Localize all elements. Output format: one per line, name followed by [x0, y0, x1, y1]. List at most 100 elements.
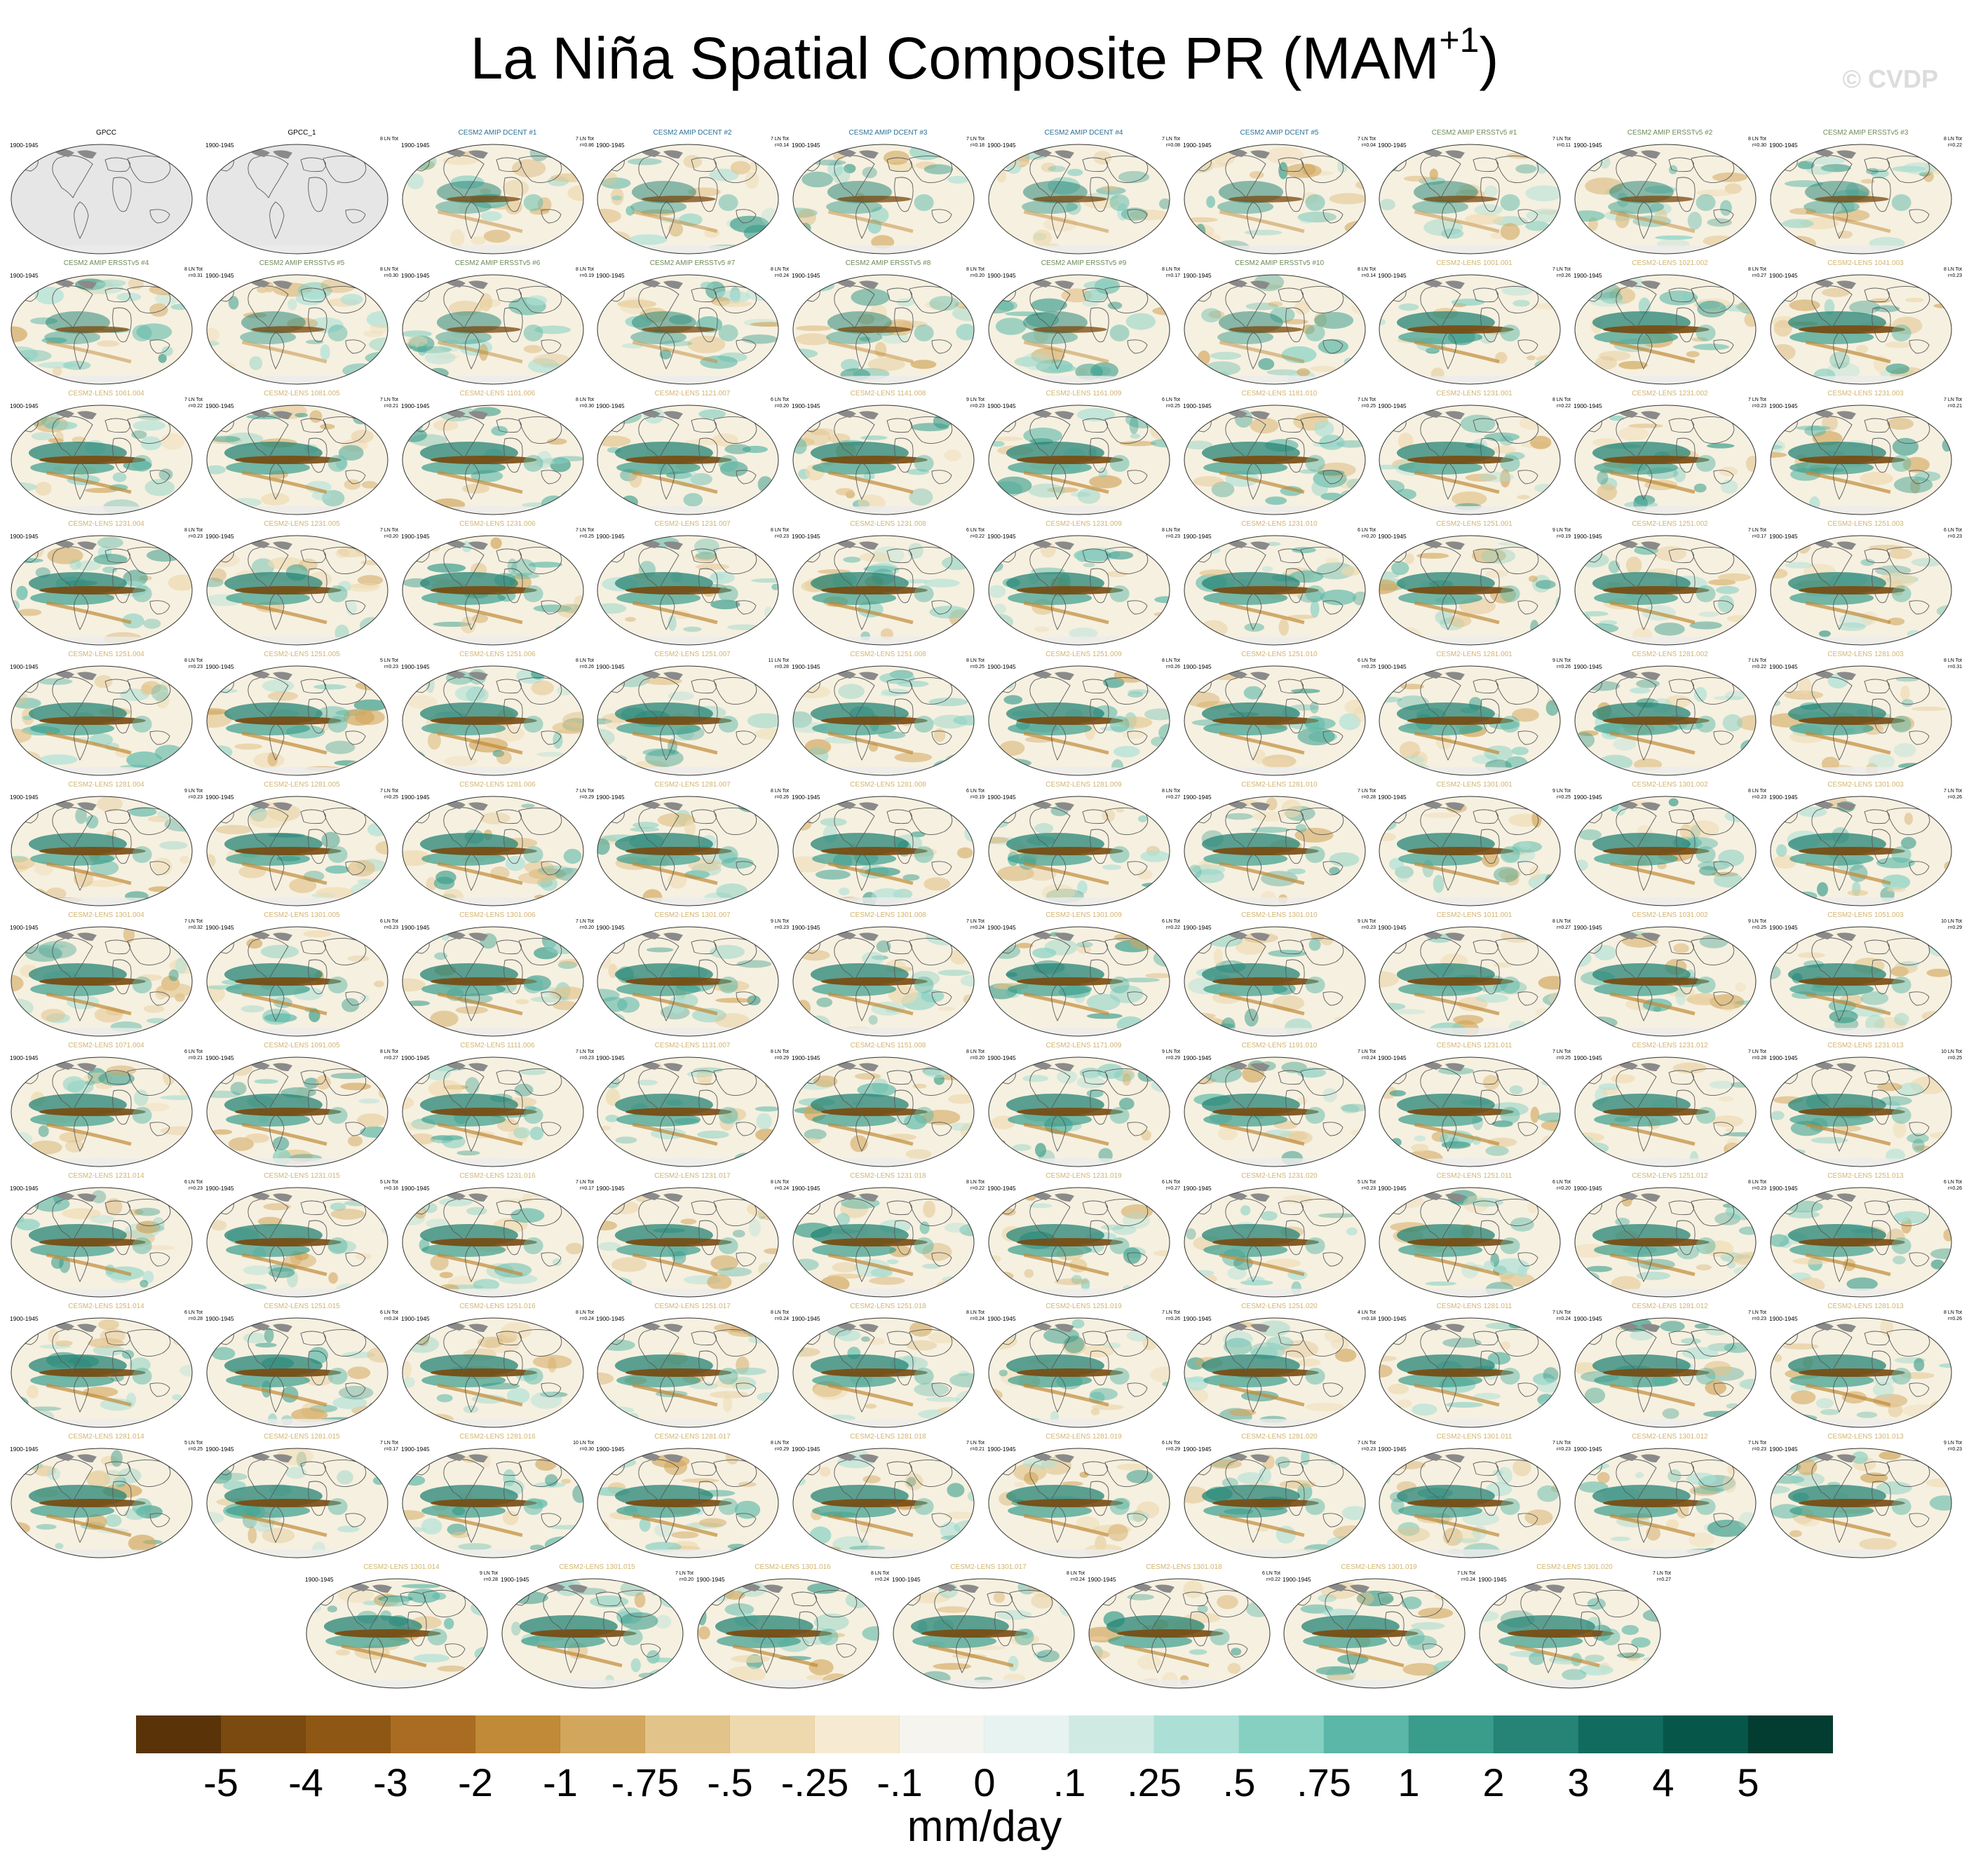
- panel-period: 1900-1945: [1378, 1446, 1407, 1453]
- panel-title: CESM2-LENS 1281.013: [1827, 1303, 1904, 1310]
- panel-count-label: 6 LN Tot: [1552, 1180, 1571, 1185]
- panel-title: CESM2-LENS 1231.019: [1046, 1172, 1122, 1180]
- colorbar-swatch: [1663, 1715, 1748, 1753]
- map-panel: CESM2-LENS 1301.007 1900-1945 9 LN Tot r=0.…: [595, 911, 790, 1043]
- panel-count-label: 7 LN Tot: [1552, 1310, 1571, 1315]
- panel-count-label: 8 LN Tot: [966, 658, 984, 663]
- precip-anomaly-map: [1770, 1317, 1952, 1428]
- panel-event-count: 7 LN Tot r=0.21: [1944, 397, 1962, 409]
- panel-count-label: 8 LN Tot: [380, 1049, 398, 1054]
- panel-count-label: 8 LN Tot: [1748, 1180, 1766, 1185]
- precip-anomaly-map: [11, 1448, 193, 1558]
- precip-anomaly-map: [988, 1448, 1170, 1558]
- panel-event-count: 9 LN Tot r=0.25: [1552, 788, 1571, 801]
- map-panel: CESM2-LENS 1301.011 1900-1945 7 LN Tot r=0.…: [1376, 1433, 1572, 1565]
- precip-anomaly-map: [11, 535, 193, 646]
- panel-period: 1900-1945: [1378, 533, 1407, 540]
- panel-period: 1900-1945: [1283, 1576, 1311, 1583]
- panel-pattern-correlation: r=0.29: [774, 1447, 789, 1452]
- map-panel: CESM2-LENS 1301.009 1900-1945 6 LN Tot r=0.…: [986, 911, 1182, 1043]
- precip-anomaly-map: [1770, 535, 1952, 646]
- panel-event-count: 8 LN Tot r=0.22: [1944, 136, 1962, 149]
- panel-count-label: 7 LN Tot: [1457, 1571, 1475, 1576]
- precip-anomaly-map: [402, 274, 584, 385]
- panel-period: 1900-1945: [1378, 1315, 1407, 1322]
- panel-count-label: 7 LN Tot: [1944, 789, 1962, 794]
- map-panel: CESM2-LENS 1251.015 1900-1945 6 LN Tot r=0.…: [204, 1303, 400, 1434]
- panel-pattern-correlation: r=0.19: [579, 273, 594, 278]
- panel-period: 1900-1945: [696, 1576, 725, 1583]
- precip-anomaly-map: [1770, 274, 1952, 385]
- map-panel: CESM2 AMIP DCENT #5 1900-1945 7 LN Tot r=0.…: [1182, 129, 1377, 261]
- panel-pattern-correlation: r=0.23: [774, 534, 789, 539]
- panel-period: 1900-1945: [401, 1315, 430, 1322]
- panel-period: 1900-1945: [205, 142, 234, 149]
- panel-pattern-correlation: r=0.25: [1361, 404, 1376, 409]
- panel-count-label: 8 LN Tot: [966, 1180, 984, 1185]
- panel-pattern-correlation: r=0.22: [1556, 404, 1571, 409]
- panel-title: CESM2 AMIP ERSSTv5 #8: [845, 259, 931, 267]
- panel-pattern-correlation: r=0.23: [384, 665, 398, 669]
- precip-anomaly-map: [206, 274, 388, 385]
- panel-title: CESM2-LENS 1091.005: [264, 1042, 340, 1049]
- panel-event-count: 8 LN Tot r=0.24: [1067, 1570, 1085, 1583]
- precip-anomaly-map: [11, 274, 193, 385]
- panel-title: CESM2-LENS 1251.007: [654, 651, 731, 658]
- panel-period: 1900-1945: [1378, 1054, 1407, 1061]
- panel-period: 1900-1945: [987, 533, 1016, 540]
- panel-title: CESM2-LENS 1051.003: [1827, 911, 1904, 919]
- precip-anomaly-map: [306, 1578, 488, 1689]
- panel-title: CESM2-LENS 1251.020: [1241, 1303, 1318, 1310]
- colorbar-tick-label: -3: [373, 1760, 408, 1804]
- precip-anomaly-map: [1574, 796, 1757, 906]
- panel-pattern-correlation: r=0.27: [1165, 795, 1180, 800]
- precip-anomaly-map: [597, 926, 779, 1037]
- map-panel: CESM2-LENS 1301.006 1900-1945 7 LN Tot r=0.…: [400, 911, 595, 1043]
- panel-grid: GPCC 1900-1945 GPCC_1 1900-1945 8 LN Tot CESM…: [8, 129, 1963, 1689]
- panel-period: 1900-1945: [987, 1446, 1016, 1453]
- panel-event-count: 9 LN Tot r=0.19: [1552, 527, 1571, 540]
- precip-anomaly-map: [1574, 405, 1757, 515]
- panel-count-label: 7 LN Tot: [1748, 1049, 1766, 1054]
- map-panel: CESM2-LENS 1301.015 1900-1945 7 LN Tot r=0.…: [499, 1563, 695, 1695]
- panel-period: 1900-1945: [401, 794, 430, 801]
- map-panel: CESM2-LENS 1281.017 1900-1945 8 LN Tot r=0.…: [595, 1433, 790, 1565]
- map-panel: CESM2 AMIP DCENT #3 1900-1945 7 LN Tot r=0.…: [790, 129, 986, 261]
- panel-title: CESM2 AMIP ERSSTv5 #6: [454, 259, 541, 267]
- panel-title: CESM2-LENS 1301.008: [850, 911, 926, 919]
- panel-title: CESM2-LENS 1251.017: [654, 1303, 731, 1310]
- map-panel: CESM2-LENS 1131.007 1900-1945 8 LN Tot r=0.…: [595, 1042, 790, 1174]
- panel-period: 1900-1945: [1769, 663, 1798, 670]
- map-panel: CESM2-LENS 1231.020 1900-1945 5 LN Tot r=0.…: [1182, 1172, 1377, 1304]
- panel-event-count: 8 LN Tot r=0.23: [1748, 788, 1766, 801]
- precip-anomaly-map: [1088, 1578, 1271, 1689]
- panel-event-count: 7 LN Tot r=0.86: [576, 136, 594, 149]
- panel-period: 1900-1945: [1183, 1185, 1212, 1192]
- panel-count-label: 7 LN Tot: [1552, 1049, 1571, 1054]
- panel-period: 1900-1945: [205, 663, 234, 670]
- map-panel: CESM2-LENS 1231.019 1900-1945 6 LN Tot r=0.…: [986, 1172, 1182, 1304]
- panel-period: 1900-1945: [401, 663, 430, 670]
- map-panel: GPCC 1900-1945: [8, 129, 204, 261]
- panel-period: 1900-1945: [1769, 402, 1798, 409]
- panel-pattern-correlation: r=0.22: [188, 404, 203, 409]
- map-panel: CESM2 AMIP DCENT #1 1900-1945 7 LN Tot r=0.…: [400, 129, 595, 261]
- colorbar-label: mm/day: [907, 1802, 1062, 1851]
- colorbar-tick-label: 1: [1398, 1760, 1420, 1804]
- panel-event-count: 6 LN Tot r=0.20: [1358, 527, 1376, 540]
- map-panel: CESM2-LENS 1251.004 1900-1945 8 LN Tot r=0.…: [8, 651, 204, 782]
- precip-anomaly-map: [1184, 1056, 1366, 1167]
- panel-count-label: 7 LN Tot: [1748, 528, 1766, 533]
- panel-pattern-correlation: r=0.20: [384, 534, 398, 539]
- map-panel: CESM2-LENS 1231.018 1900-1945 8 LN Tot r=0.…: [790, 1172, 986, 1304]
- panel-event-count: 8 LN Tot r=0.23: [771, 527, 789, 540]
- panel-count-label: 10 LN Tot: [573, 1441, 594, 1446]
- panel-period: 1900-1945: [1183, 1446, 1212, 1453]
- panel-count-label: 7 LN Tot: [1944, 397, 1962, 402]
- panel-title: CESM2-LENS 1301.011: [1436, 1433, 1513, 1441]
- map-panel: CESM2-LENS 1231.003 1900-1945 7 LN Tot r=0.…: [1768, 390, 1963, 522]
- panel-title: CESM2-LENS 1251.001: [1436, 520, 1513, 528]
- panel-period: 1900-1945: [1574, 1185, 1602, 1192]
- map-panel: CESM2-LENS 1281.002 1900-1945 7 LN Tot r=0.…: [1572, 651, 1768, 782]
- panel-title: CESM2 AMIP ERSSTv5 #4: [63, 259, 149, 267]
